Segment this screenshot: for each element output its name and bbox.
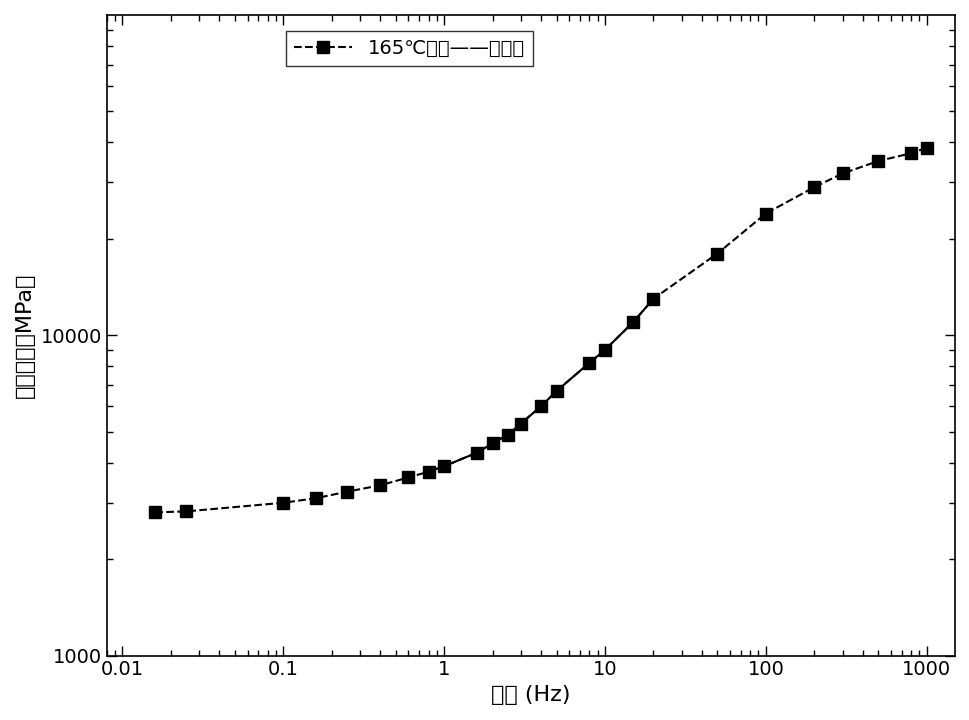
Y-axis label: 动态模量（MPa）: 动态模量（MPa）: [15, 273, 35, 398]
X-axis label: 频率 (Hz): 频率 (Hz): [490, 685, 570, 705]
Legend: 165℃拌和——主曲线: 165℃拌和——主曲线: [286, 31, 532, 66]
